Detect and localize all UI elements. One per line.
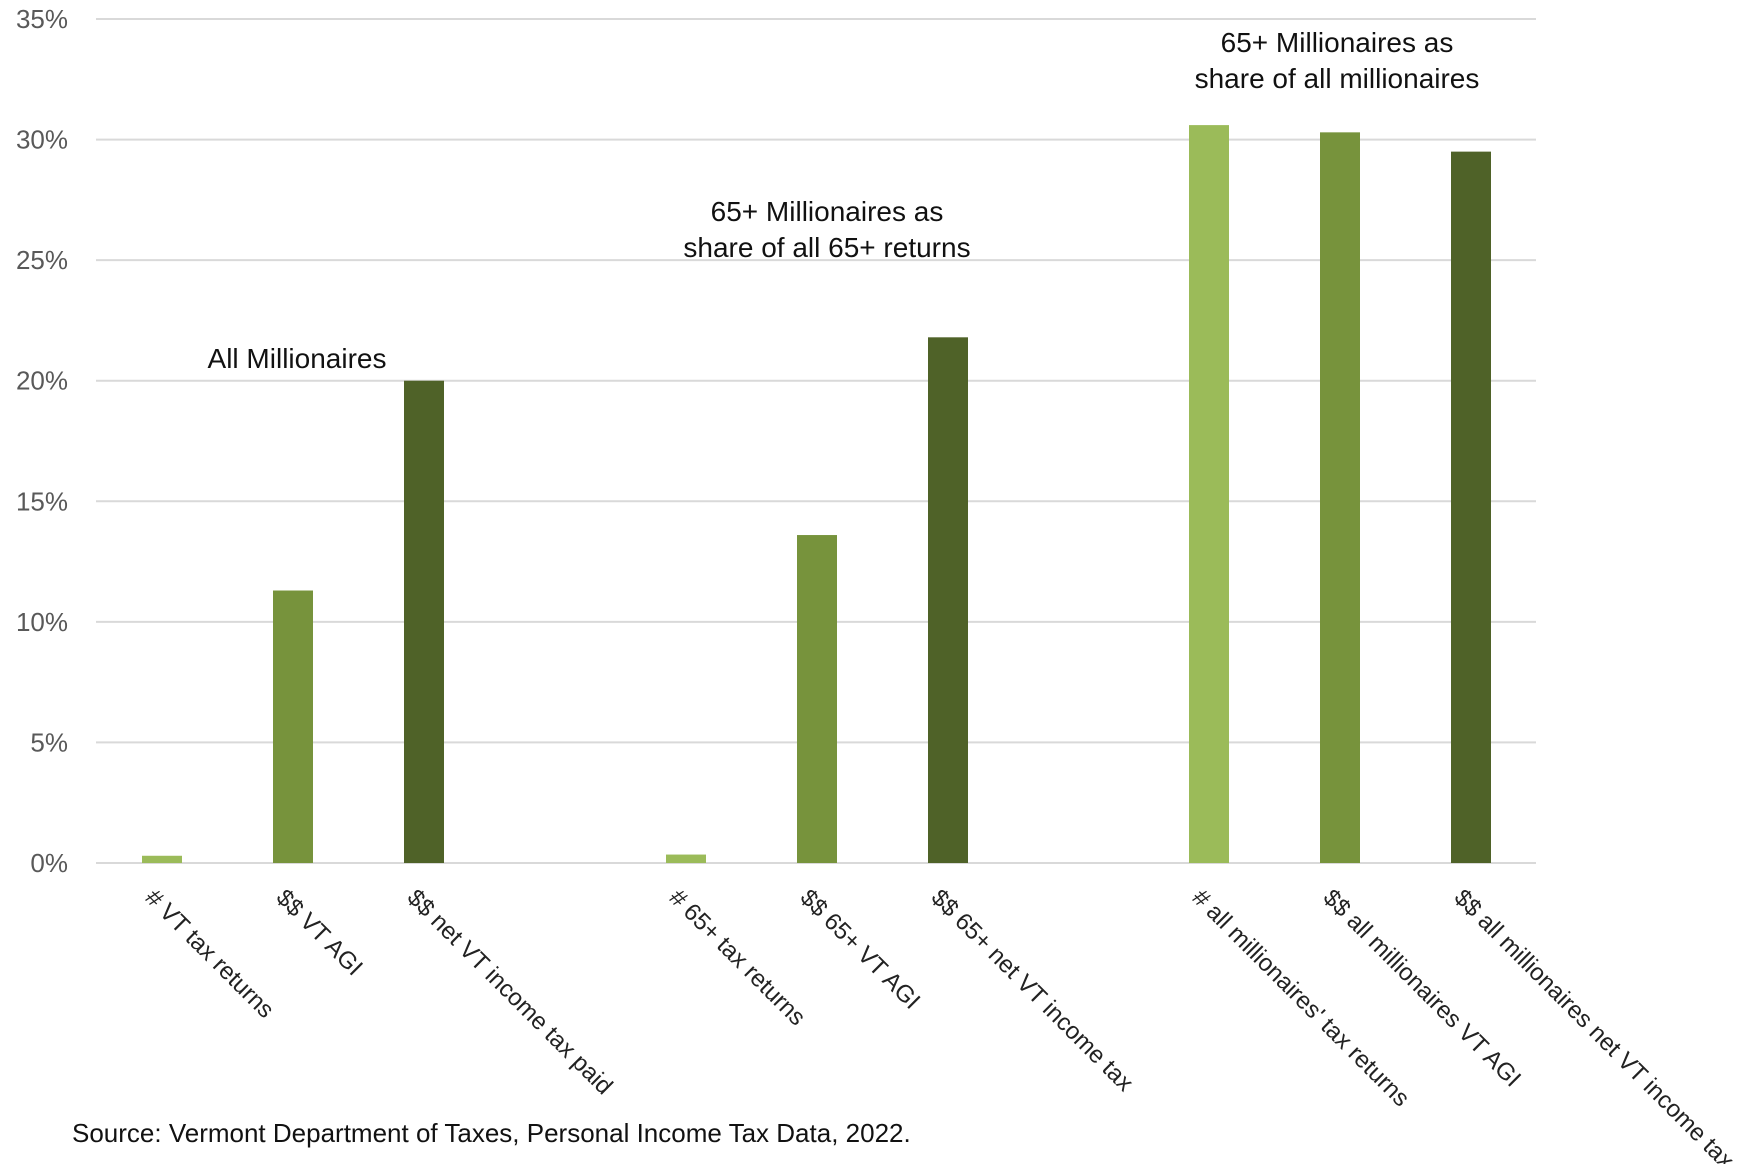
x-category-label: $$ 65+ net VT income tax	[926, 884, 1139, 1097]
bar	[273, 590, 313, 863]
x-category-label: $$ net VT income tax paid	[402, 884, 618, 1100]
x-category-label: # 65+ tax returns	[664, 884, 811, 1031]
bar	[1451, 151, 1491, 864]
bar	[928, 337, 968, 863]
group-annotation: 65+ Millionaires as share of all 65+ retu…	[683, 196, 970, 263]
bar	[1189, 125, 1229, 864]
y-tick-label: 20%	[16, 366, 68, 396]
x-category-label: $$ all millionaires net VT income tax	[1449, 884, 1739, 1164]
y-tick-label: 15%	[16, 486, 68, 516]
x-category-label: $$ 65+ VT AGI	[795, 884, 926, 1015]
y-tick-label: 25%	[16, 245, 68, 275]
annotations: All Millionaires 65+ Millionaires as share…	[208, 27, 1480, 374]
source-note: Source: Vermont Department of Taxes, Per…	[72, 1118, 911, 1148]
group-annotation: 65+ Millionaires as share of all milliona…	[1195, 27, 1480, 94]
y-tick-label: 30%	[16, 125, 68, 155]
group-annotation: All Millionaires	[208, 343, 387, 374]
y-axis-tick-labels: 0% 5% 10% 15% 20% 25% 30% 35%	[16, 4, 68, 878]
y-tick-label: 5%	[30, 727, 68, 757]
x-category-label: $$ VT AGI	[271, 884, 368, 981]
bar	[1320, 132, 1360, 863]
bar	[797, 535, 837, 863]
bar	[666, 854, 706, 863]
y-tick-label: 35%	[16, 4, 68, 34]
bar	[404, 380, 444, 863]
bars	[142, 125, 1491, 864]
x-category-label: # VT tax returns	[140, 884, 280, 1024]
bar	[142, 855, 182, 863]
y-tick-label: 0%	[30, 848, 68, 878]
y-tick-label: 10%	[16, 607, 68, 637]
x-category-label: # all millionaires' tax returns	[1187, 884, 1415, 1112]
